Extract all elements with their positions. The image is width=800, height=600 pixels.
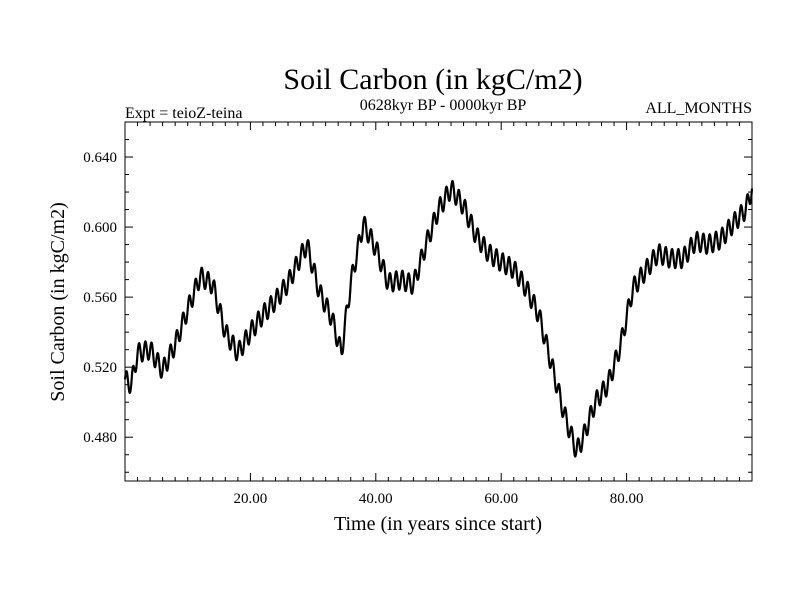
series-line-soil-carbon [123, 180, 754, 458]
y-axis-label: Soil Carbon (in kgC/m2) [47, 202, 69, 401]
experiment-label: Expt = teioZ-teina [125, 105, 242, 122]
x-tick-label: 40.00 [359, 491, 393, 507]
y-tick-label: 0.640 [83, 150, 117, 166]
x-tick-label: 60.00 [484, 491, 518, 507]
y-tick-label: 0.480 [83, 430, 117, 446]
x-tick-label: 20.00 [234, 491, 268, 507]
x-axis: 20.00 40.00 60.00 80.00 [137, 122, 740, 507]
x-tick-label: 80.00 [610, 491, 644, 507]
period-label: 0628kyr BP - 0000kyr BP [360, 97, 527, 114]
months-label: ALL_MONTHS [645, 100, 752, 117]
y-tick-label: 0.520 [83, 360, 117, 376]
y-tick-label: 0.560 [83, 290, 117, 306]
y-tick-label: 0.600 [83, 220, 117, 236]
x-axis-label: Time (in years since start) [334, 513, 542, 535]
chart-title: Soil Carbon (in kgC/m2) [283, 63, 582, 96]
y-axis: 0.480 0.520 0.560 0.600 0.640 [83, 139, 752, 473]
plot-area [124, 121, 753, 482]
